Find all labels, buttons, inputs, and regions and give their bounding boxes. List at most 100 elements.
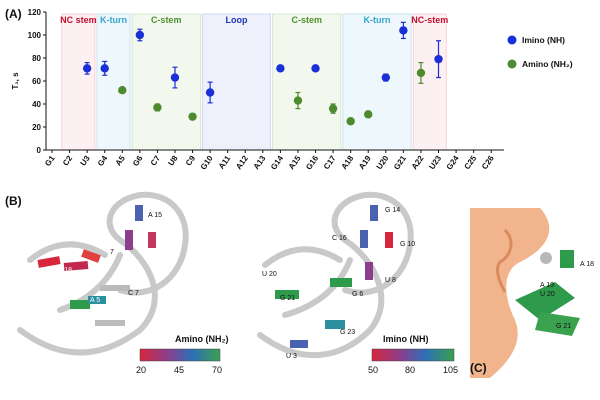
data-points (82, 21, 443, 126)
x-tick-label: G14 (269, 154, 285, 172)
residue-label-g23: G 23 (340, 329, 355, 336)
region-band (342, 13, 412, 151)
region-label: Loop (225, 15, 247, 25)
region-band (96, 13, 131, 151)
x-tick-label: A18 (340, 154, 356, 172)
region-label: K-turn (100, 15, 127, 25)
panel-c-label-g21: G 21 (556, 323, 571, 330)
legend-marker (507, 59, 517, 69)
amino-colorbar-tick-min: 20 (136, 365, 146, 375)
panel-c-label-a18: A 18 (580, 261, 594, 268)
x-tick-label: A11 (217, 154, 233, 171)
data-point (434, 54, 443, 64)
data-point (399, 26, 408, 35)
panel-c-label-u20: U 20 (540, 291, 555, 298)
data-point (205, 88, 215, 97)
imino-colorbar-tick-min: 50 (368, 365, 378, 375)
panel-label-b: (B) (5, 194, 22, 208)
x-tick-label: C7 (149, 154, 163, 168)
y-tick-label: 120 (28, 8, 42, 17)
region-label: K-turn (364, 15, 391, 25)
y-tick-label: 80 (32, 54, 41, 63)
x-tick-label: G21 (392, 154, 408, 172)
x-tick-label: A19 (357, 154, 373, 172)
y-tick-label: 60 (32, 77, 41, 86)
data-point (416, 68, 426, 78)
amino-colorbar-tick-max: 70 (212, 365, 222, 375)
data-point (135, 30, 145, 40)
imino-colorbar-tick-max: 105 (443, 365, 458, 375)
x-tick-label: A22 (410, 154, 426, 172)
residue-label-g14: G 14 (385, 207, 400, 214)
residue-label-g6: G 6 (352, 291, 363, 298)
legend-label: Imino (NH) (522, 35, 565, 45)
residue-label-g10: G 10 (400, 241, 415, 248)
data-point (328, 104, 338, 113)
data-point (100, 64, 109, 73)
imino-colorbar: Imino (NH) 50 80 105 (368, 334, 458, 375)
residue-label-c16: C 16 (332, 235, 347, 242)
y-tick-label: 40 (32, 100, 41, 109)
data-point (82, 64, 92, 73)
region-label: NC stem (60, 15, 97, 25)
imino-colorbar-gradient (371, 348, 455, 362)
x-tick-label: C2 (61, 154, 75, 168)
x-tick-label: G24 (445, 154, 461, 172)
x-tick-label: G10 (199, 154, 215, 172)
legend: Imino (NH) Amino (NH₂) (507, 35, 573, 69)
residue-label-u8: U 8 (385, 277, 396, 284)
residue-label-a18: A 18 (58, 267, 72, 274)
x-tick-label: A5 (114, 154, 128, 168)
region-bands: NC stem K-turn C-stem Loop C-stem K-turn NC-st… (60, 13, 448, 151)
data-point (188, 112, 197, 121)
amino-colorbar: Amino (NH₂) 20 45 70 (136, 334, 229, 375)
data-point (170, 73, 180, 82)
legend-marker (507, 35, 517, 45)
residue-label-a15: A 15 (148, 212, 162, 219)
residue-label-u20: U 20 (262, 271, 277, 278)
rna-structure-imino: G 14 C 16 G 10 U 20 U 8 G 6 G 21 G 23 U … (257, 191, 415, 360)
data-point (118, 86, 127, 95)
amino-colorbar-tick-mid: 45 (174, 365, 184, 375)
y-tick-label: 0 (37, 146, 42, 155)
region-label: C-stem (291, 15, 322, 25)
x-tick-label: G1 (43, 154, 57, 168)
y-axis-label: T₁, s (11, 72, 20, 90)
region-band (61, 13, 96, 151)
x-tick-label: G4 (96, 154, 110, 168)
legend-label: Amino (NH₂) (522, 59, 573, 69)
x-tick-label: U23 (427, 154, 443, 172)
panel-c-label-a19: A 19 (540, 282, 554, 289)
x-tick-label: A12 (234, 154, 250, 172)
rna-structure-amino: A 15 A 18 C 7 A 5 7 (17, 191, 189, 356)
region-band (272, 13, 342, 151)
x-tick-label: C9 (184, 154, 198, 168)
x-tick-label: C25 (462, 154, 478, 172)
residue-label-a5: A 5 (90, 297, 100, 304)
residue-label-u3: U 3 (286, 353, 297, 360)
region-band (412, 13, 447, 151)
x-tick-label: U8 (166, 154, 180, 168)
region-band (201, 13, 272, 151)
region-label: NC-stem (411, 15, 448, 25)
x-tick-label: C17 (322, 154, 338, 172)
amino-colorbar-title: Amino (NH₂) (175, 334, 229, 344)
data-point (311, 64, 320, 73)
x-tick-label: G16 (304, 154, 320, 172)
x-tick-label: G6 (131, 154, 145, 168)
residue-label-c7: C 7 (128, 290, 139, 297)
region-label: C-stem (151, 15, 182, 25)
panel-label-c: (C) (470, 361, 487, 375)
data-point (364, 110, 373, 119)
data-point (293, 96, 303, 105)
data-point (276, 64, 285, 73)
x-tick-label: A13 (252, 154, 268, 172)
data-point (346, 117, 355, 126)
y-tick-label: 100 (28, 31, 42, 40)
protein-surface-panel: A 18 A 19 U 20 G 21 (470, 208, 595, 378)
x-tick-label: U3 (79, 154, 93, 168)
panel-label-a: (A) (5, 7, 22, 21)
imino-colorbar-title: Imino (NH) (383, 334, 429, 344)
amino-colorbar-gradient (139, 348, 221, 362)
